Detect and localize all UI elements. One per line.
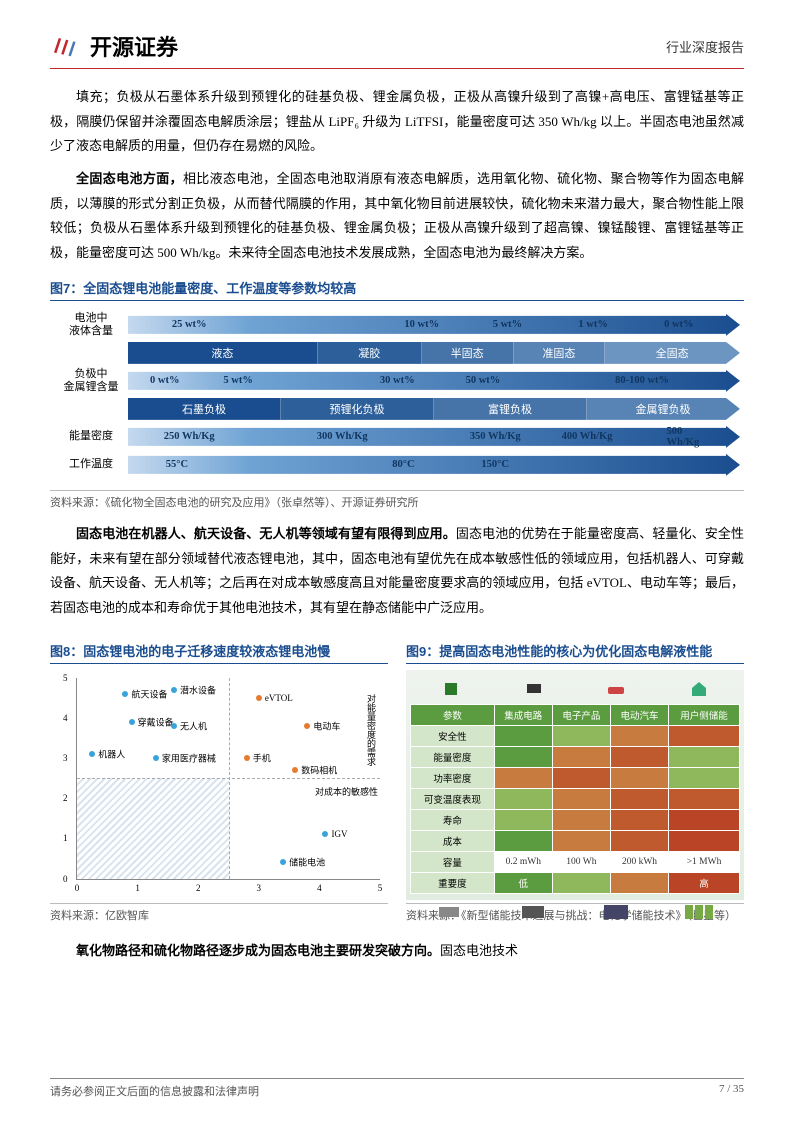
fig8-source: 资料来源：亿欧智库	[50, 903, 388, 923]
fig7-source: 资料来源：《硫化物全固态电池的研究及应用》（张卓然等）、开源证券研究所	[50, 490, 744, 510]
fig9-heatmap: 参数集成电路电子产品电动汽车用户侧储能安全性能量密度功率密度可变温度表现寿命成本…	[406, 670, 744, 900]
fig8-title: 图8：固态锂电池的电子迁移速度较液态锂电池慢	[50, 641, 388, 664]
page-header: 开源证券 行业深度报告	[50, 30, 744, 69]
paragraph-3: 固态电池在机器人、航天设备、无人机等领域有望有限得到应用。固态电池的优势在于能量…	[50, 522, 744, 621]
house-icon	[689, 679, 709, 699]
fig9-title: 图9：提高固态电池性能的核心为优化固态电解液性能	[406, 641, 744, 664]
car-icon	[606, 679, 626, 699]
paragraph-4: 氧化物路径和硫化物路径逐步成为固态电池主要研发突破方向。固态电池技术	[50, 939, 744, 964]
paragraph-1: 填充；负极从石墨体系升级到预锂化的硅基负极、锂金属负极，正极从高镍升级到了高镍+…	[50, 85, 744, 159]
battery-pack-icon	[520, 903, 548, 921]
fig8-scatter-chart: 001122334455航天设备潜水设备穿戴设备无人机机器人家用医疗器械eVTO…	[50, 670, 388, 900]
page-footer: 请务必参阅正文后面的信息披露和法律声明 7 / 35	[50, 1078, 744, 1099]
battery-module-icon	[602, 903, 630, 921]
paragraph-2: 全固态电池方面，相比液态电池，全固态电池取消原有液态电解质，选用氧化物、硫化物、…	[50, 167, 744, 266]
footer-disclaimer: 请务必参阅正文后面的信息披露和法律声明	[50, 1083, 259, 1099]
laptop-icon	[524, 679, 544, 699]
fig7-title: 图7：全固态锂电池能量密度、工作温度等参数均较高	[50, 278, 744, 301]
battery-cell-icon	[437, 903, 465, 921]
chip-icon	[441, 679, 461, 699]
fig7-chart: 电池中液体含量25 wt%10 wt%5 wt%1 wt%0 wt%液态凝胶半固…	[50, 307, 744, 487]
company-name: 开源证券	[90, 30, 178, 62]
company-logo-icon	[50, 30, 82, 62]
page-number: 7 / 35	[719, 1083, 744, 1099]
doc-type: 行业深度报告	[666, 37, 744, 56]
battery-array-icon	[685, 903, 713, 921]
